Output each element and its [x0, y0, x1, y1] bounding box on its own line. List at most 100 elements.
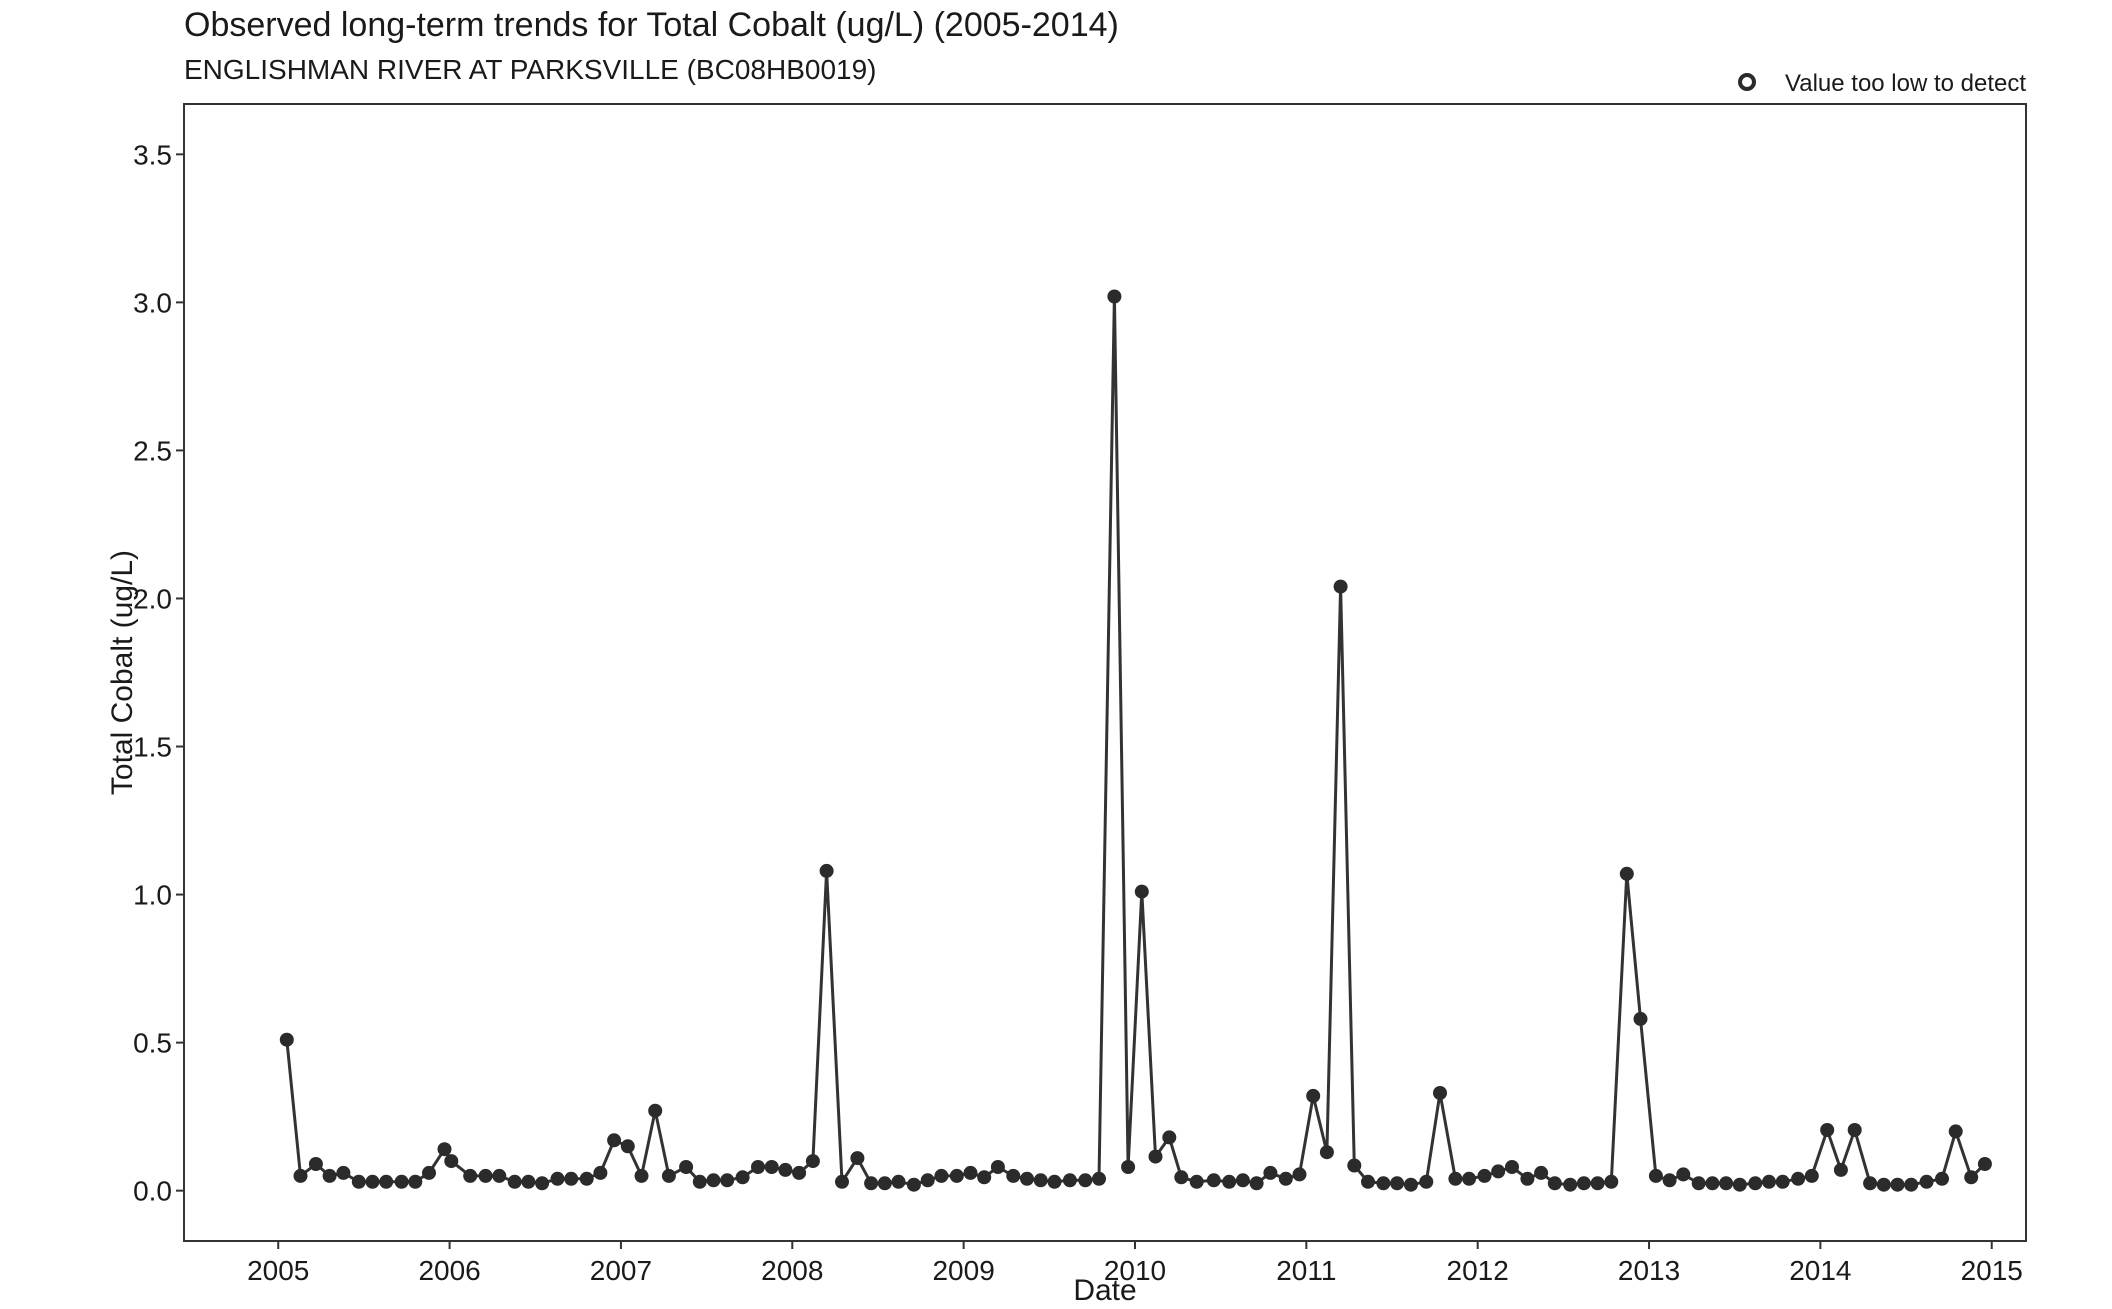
data-point — [1020, 1171, 1034, 1186]
data-point — [1078, 1173, 1093, 1188]
data-point — [1648, 1168, 1663, 1183]
data-point — [1403, 1177, 1418, 1192]
data-point — [422, 1165, 436, 1180]
data-point — [1762, 1174, 1776, 1189]
data-point — [949, 1168, 964, 1183]
data-point — [1847, 1123, 1862, 1137]
data-point — [579, 1171, 594, 1186]
data-point — [934, 1168, 949, 1183]
data-point — [1047, 1174, 1062, 1189]
data-point — [1505, 1160, 1519, 1174]
data-point — [1604, 1174, 1619, 1189]
x-axis-title: Date — [1073, 1274, 1136, 1307]
data-point — [1534, 1165, 1549, 1180]
data-point — [322, 1168, 337, 1183]
y-tick-label: 3.0 — [133, 287, 172, 318]
series-line — [285, 295, 1986, 1187]
data-point — [1833, 1162, 1848, 1177]
data-point — [1748, 1176, 1763, 1191]
data-point — [1590, 1176, 1605, 1191]
data-point — [977, 1170, 992, 1185]
x-tick-label: 2013 — [1618, 1255, 1680, 1286]
data-point — [1948, 1124, 1963, 1139]
data-point — [1376, 1176, 1391, 1191]
x-tick-label: 2010 — [1104, 1255, 1166, 1286]
data-point — [1278, 1171, 1293, 1186]
data-point — [850, 1151, 865, 1166]
data-layer — [279, 289, 1992, 1192]
data-point — [634, 1168, 649, 1183]
data-point — [535, 1176, 550, 1191]
x-tick-label: 2012 — [1447, 1255, 1509, 1286]
x-tick-label: 2009 — [932, 1255, 994, 1286]
data-point — [1306, 1088, 1321, 1103]
data-point — [1633, 1011, 1648, 1026]
legend: Value too low to detect — [1738, 70, 2026, 97]
x-tick-label: 2007 — [590, 1255, 652, 1286]
x-tick-label: 2011 — [1276, 1255, 1336, 1286]
data-point — [1775, 1174, 1790, 1189]
data-point — [1619, 866, 1634, 881]
data-point — [648, 1103, 663, 1118]
data-point — [792, 1165, 807, 1180]
data-point — [593, 1165, 608, 1180]
data-point — [1863, 1176, 1878, 1191]
data-point — [521, 1174, 536, 1189]
data-point — [1691, 1176, 1706, 1191]
data-point — [1662, 1173, 1677, 1188]
x-tick-label: 2005 — [247, 1255, 309, 1286]
legend-label: Value too low to detect — [1785, 70, 2026, 97]
data-point — [463, 1168, 478, 1183]
data-point — [607, 1133, 622, 1148]
data-point — [735, 1170, 750, 1185]
data-point — [1477, 1168, 1492, 1183]
data-point — [1148, 1149, 1163, 1164]
data-point — [1705, 1176, 1720, 1191]
data-point — [444, 1154, 459, 1169]
data-point — [963, 1165, 978, 1180]
data-point — [679, 1160, 694, 1174]
data-point — [706, 1173, 721, 1188]
y-tick-label: 0.5 — [133, 1028, 172, 1059]
data-point — [805, 1154, 820, 1169]
data-point — [920, 1173, 935, 1188]
data-point — [492, 1168, 507, 1183]
data-point — [1977, 1157, 1992, 1171]
data-point — [1890, 1177, 1905, 1192]
x-tick-label: 2008 — [761, 1255, 823, 1286]
y-tick-label: 1.5 — [133, 732, 172, 763]
data-point — [661, 1168, 676, 1183]
plot-frame — [183, 103, 2027, 1242]
data-point — [1520, 1171, 1535, 1186]
y-tick-label: 2.0 — [133, 583, 172, 614]
data-point — [394, 1174, 409, 1189]
data-point — [1121, 1160, 1136, 1174]
y-axis-title: Total Cobalt (ug/L) — [106, 550, 139, 795]
data-point — [1491, 1164, 1506, 1179]
x-tick-label: 2014 — [1789, 1255, 1851, 1286]
data-point — [507, 1174, 522, 1189]
data-point — [1107, 289, 1122, 304]
chart-title: Observed long-term trends for Total Coba… — [184, 6, 1119, 44]
data-point — [1361, 1174, 1375, 1189]
y-tick-label: 3.5 — [133, 139, 172, 170]
y-axis: 0.0 0.5 1.0 1.5 2.0 2.5 3.0 3.5 — [133, 139, 184, 1207]
data-point — [1876, 1177, 1891, 1192]
data-point — [1162, 1130, 1177, 1145]
data-point — [1263, 1165, 1278, 1180]
data-point — [906, 1177, 921, 1192]
data-point — [1189, 1174, 1204, 1189]
data-point — [1791, 1171, 1806, 1186]
data-point — [1919, 1174, 1934, 1189]
data-point — [478, 1168, 493, 1183]
data-point — [620, 1139, 635, 1154]
data-point — [1419, 1174, 1434, 1189]
data-point — [437, 1142, 452, 1157]
x-axis: 2005 2006 2007 2008 2009 2010 2011 2012 2013 2014… — [247, 1241, 2023, 1286]
data-point — [1448, 1171, 1463, 1186]
data-point — [835, 1174, 849, 1189]
data-point — [293, 1168, 308, 1183]
data-point — [1904, 1177, 1919, 1192]
data-point — [1134, 884, 1149, 899]
